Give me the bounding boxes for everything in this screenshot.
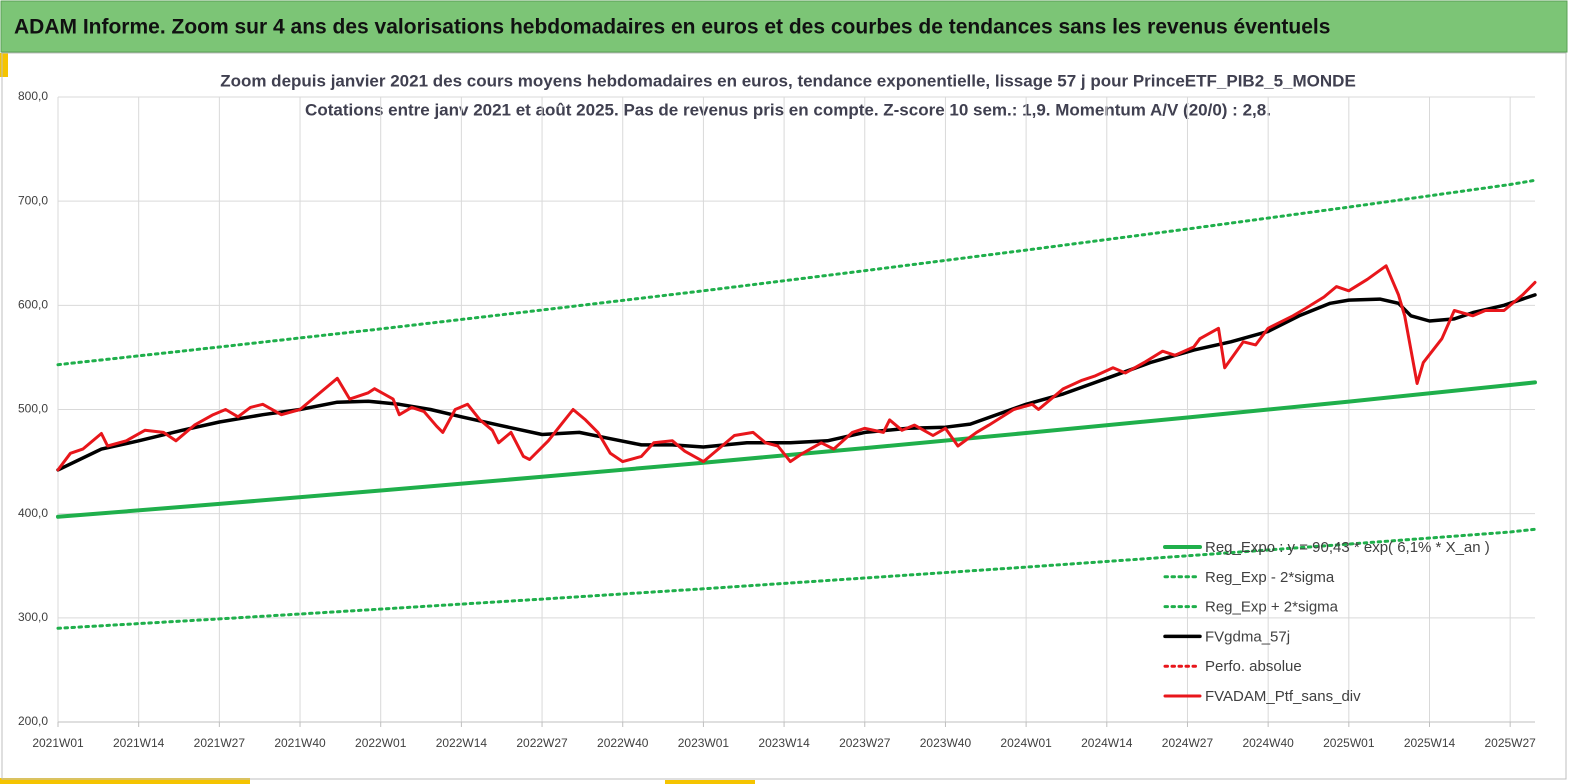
x-tick-label: 2023W01	[678, 736, 730, 750]
plot	[56, 178, 1537, 630]
y-tick-label: 800,0	[18, 89, 48, 103]
legend-label: FVgdma_57j	[1205, 628, 1290, 645]
x-tick-label: 2023W27	[839, 736, 891, 750]
x-tick-label: 2022W14	[436, 736, 488, 750]
legend-label: Reg_Exp + 2*sigma	[1205, 599, 1339, 616]
header-bar	[0, 0, 1568, 53]
x-tick-label: 2021W40	[274, 736, 326, 750]
legend-label: Perfo. absolue	[1205, 658, 1302, 675]
y-tick-label: 200,0	[18, 714, 48, 728]
x-tick-label: 2022W01	[355, 736, 407, 750]
chart-title: Zoom depuis janvier 2021 des cours moyen…	[220, 71, 1356, 90]
y-tick-label: 300,0	[18, 610, 48, 624]
legend-label: Reg_Exp - 2*sigma	[1205, 569, 1335, 586]
x-tick-label: 2025W27	[1484, 736, 1536, 750]
legend-label: FVADAM_Ptf_sans_div	[1205, 688, 1361, 705]
series-line	[56, 527, 1537, 630]
series-line	[56, 380, 1537, 519]
x-tick-label: 2021W01	[32, 736, 84, 750]
legend-label: Reg_Expo : y = 90,43 * exp( 6,1% * X_an …	[1205, 539, 1490, 556]
series-line	[56, 264, 1537, 472]
y-tick-label: 700,0	[18, 193, 48, 207]
x-tick-label: 2024W40	[1242, 736, 1294, 750]
x-tick-label: 2021W14	[113, 736, 165, 750]
x-tick-label: 2025W14	[1404, 736, 1456, 750]
accent	[665, 780, 755, 784]
accent	[0, 778, 250, 784]
series-line	[56, 178, 1537, 367]
grid: 200,0 300,0 400,0 500,0 600,0 700,0 800,0 2021W…	[18, 89, 1536, 750]
x-tick-label: 2022W40	[597, 736, 649, 750]
header-title: ADAM Informe. Zoom sur 4 ans des valoris…	[14, 16, 1330, 39]
chart-border	[1, 52, 1567, 780]
y-tick-label: 600,0	[18, 298, 48, 312]
legend: Reg_Expo : y = 90,43 * exp( 6,1% * X_an …	[1163, 539, 1490, 705]
y-tick-label: 500,0	[18, 402, 48, 416]
x-tick-label: 2023W40	[920, 736, 972, 750]
x-tick-label: 2024W27	[1162, 736, 1214, 750]
x-tick-label: 2022W27	[516, 736, 568, 750]
x-tick-label: 2024W01	[1000, 736, 1052, 750]
x-tick-label: 2025W01	[1323, 736, 1375, 750]
x-tick-label: 2021W27	[194, 736, 246, 750]
chart-subtitle: Cotations entre janv 2021 et août 2025. …	[305, 100, 1271, 119]
x-tick-label: 2023W14	[758, 736, 810, 750]
x-tick-label: 2024W14	[1081, 736, 1133, 750]
accent	[0, 53, 8, 77]
y-tick-label: 400,0	[18, 506, 48, 520]
